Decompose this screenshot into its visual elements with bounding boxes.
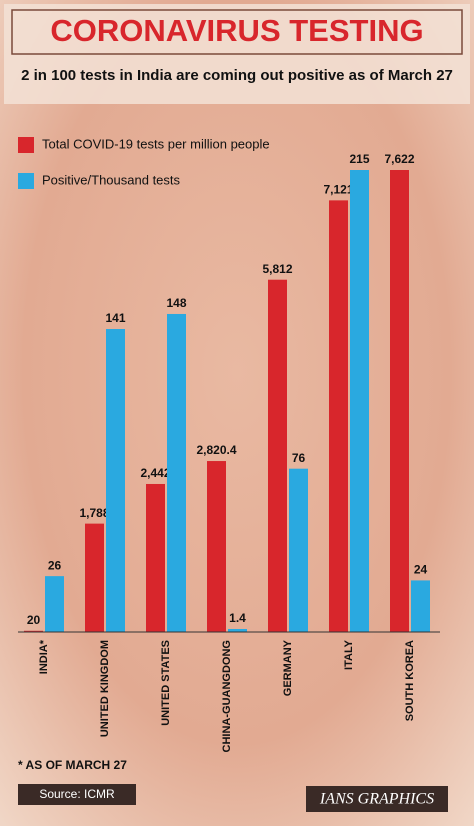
bar [329, 200, 348, 632]
bar [45, 576, 64, 632]
bar [411, 580, 430, 632]
credit: IANS GRAPHICS [319, 791, 434, 808]
legend-swatch [18, 137, 34, 153]
bar [167, 313, 186, 632]
bar [390, 170, 409, 632]
title-box [11, 9, 463, 55]
x-tick-label: CHINA-GUANGDONG [221, 640, 233, 752]
data-label: 5,812 [262, 262, 292, 276]
source-box [18, 784, 136, 805]
subtitle: 2 in 100 tests in India are coming out p… [21, 67, 453, 84]
legend-label: Total COVID-19 tests per million people [42, 136, 270, 151]
bar [268, 279, 287, 632]
data-label: 7,622 [384, 152, 414, 166]
bar [207, 461, 226, 632]
data-label: 2,820.4 [196, 443, 236, 457]
x-tick-label: INDIA* [38, 639, 50, 674]
bar [350, 170, 369, 632]
bar [24, 630, 43, 632]
x-tick-label: UNITED KINGDOM [99, 640, 111, 737]
credit-box [306, 786, 448, 812]
data-label: 2,442 [140, 466, 170, 480]
data-label: 1,788 [79, 506, 109, 520]
data-label: 215 [349, 152, 369, 166]
x-tick-label: SOUTH KOREA [404, 640, 416, 721]
source: Source: ICMR [39, 787, 115, 801]
data-label: 24 [414, 563, 428, 577]
bar [146, 483, 165, 632]
data-label: 76 [292, 451, 306, 465]
x-tick-label: ITALY [343, 639, 355, 670]
data-label: 20 [27, 613, 41, 627]
bar [85, 523, 104, 632]
data-label: 7,121 [323, 183, 353, 197]
x-tick-label: GERMANY [282, 639, 294, 696]
legend-swatch [18, 173, 34, 189]
legend-label: Positive/Thousand tests [42, 172, 181, 187]
data-label: 148 [166, 296, 186, 310]
bar [106, 329, 125, 632]
data-label: 26 [48, 558, 62, 572]
footnote: * AS OF MARCH 27 [18, 758, 127, 772]
data-label: 141 [105, 311, 125, 325]
x-tick-label: UNITED STATES [160, 640, 172, 726]
chart-title: CORONAVIRUS TESTING [50, 13, 423, 48]
data-label: 1.4 [229, 611, 246, 625]
bar [228, 628, 247, 632]
bar [289, 468, 308, 632]
